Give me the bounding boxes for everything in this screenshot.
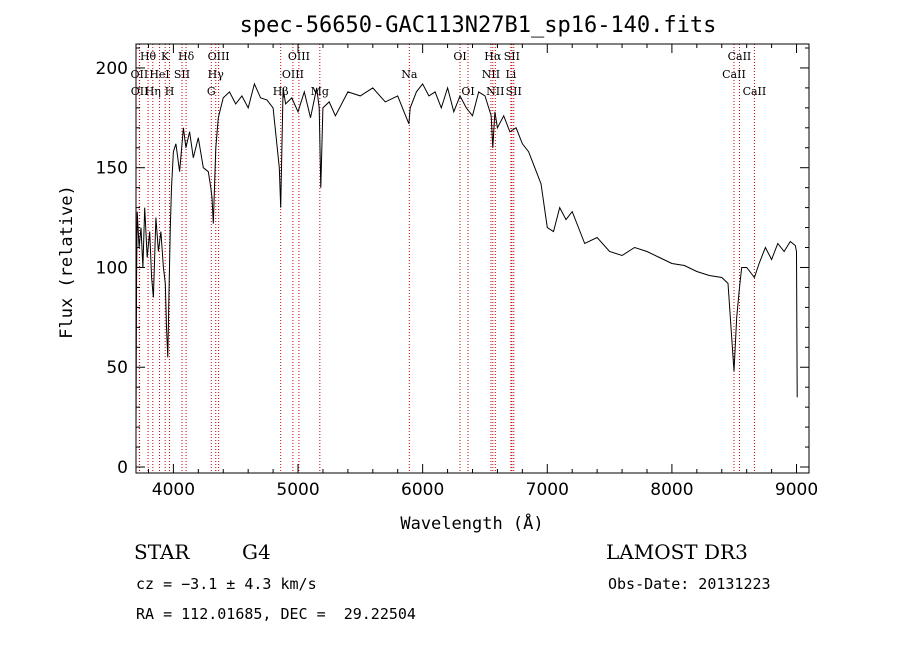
spectral-line-label: K: [161, 50, 170, 63]
spectral-line-label: SII: [504, 50, 520, 63]
x-tick-label: 9000: [775, 480, 818, 500]
observation-date: Obs-Date: 20131223: [608, 575, 771, 593]
spectral-line-label: OII: [131, 85, 149, 98]
object-class: STAR: [134, 540, 190, 564]
object-subclass: G4: [242, 540, 271, 564]
spectral-line-label: Mg: [311, 85, 329, 98]
spectral-line-label: OIII: [288, 50, 310, 63]
x-tick-label: 7000: [526, 480, 569, 500]
plot-frame: [135, 43, 810, 474]
y-axis-ticks: 0 50 100 150 200: [96, 47, 809, 478]
spectral-line-label: OI: [453, 50, 466, 63]
flux-series-line: [135, 82, 798, 428]
spectral-line-label: Li: [505, 68, 516, 81]
spectral-line-label: Na: [401, 68, 418, 81]
spectral-line-label: Hδ: [178, 50, 195, 63]
spectral-line-label: OIII: [208, 50, 230, 63]
spectral-line-label: NII: [482, 68, 500, 81]
chart-title: spec-56650-GAC113N27B1_sp16-140.fits: [240, 13, 717, 38]
spectral-lines: [138, 44, 755, 473]
x-axis-ticks: 4000 5000 6000 7000 8000 9000: [147, 44, 818, 500]
redshift-velocity: cz = −3.1 ± 4.3 km/s: [136, 575, 317, 593]
spectral-line-label: CaII: [743, 85, 767, 98]
spectral-line-label: OI: [461, 85, 474, 98]
spectral-line-label: Hβ: [273, 85, 289, 98]
spectral-line-label: HeI: [149, 68, 169, 81]
spectral-line-label: SII: [506, 85, 522, 98]
y-tick-label: 150: [96, 159, 128, 179]
spectral-line-label: H: [165, 85, 175, 98]
spectral-line-label: Hη: [145, 85, 161, 98]
y-tick-label: 50: [106, 358, 128, 378]
x-axis-label: Wavelength (Å): [400, 512, 543, 534]
spectral-line-label: Hα: [484, 50, 502, 63]
spectral-line-label: CaII: [728, 50, 752, 63]
spectral-line-label: OIII: [282, 68, 304, 81]
spectral-line-label: SII: [174, 68, 190, 81]
spectral-line-label: NII: [486, 85, 504, 98]
x-tick-label: 4000: [152, 480, 195, 500]
spectral-line-label: CaII: [722, 68, 746, 81]
y-axis-label: Flux (relative): [57, 185, 77, 339]
spectral-line-label: Hγ: [208, 68, 225, 81]
x-tick-label: 6000: [401, 480, 444, 500]
y-tick-label: 100: [96, 258, 128, 278]
sky-coordinates: RA = 112.01685, DEC = 29.22504: [136, 605, 416, 623]
spectral-line-label: Hθ: [140, 50, 157, 63]
x-tick-label: 5000: [276, 480, 319, 500]
survey-name: LAMOST DR3: [606, 540, 748, 564]
spectral-line-label: G: [207, 85, 216, 98]
spectral-line-label: OII: [131, 68, 149, 81]
x-tick-label: 8000: [650, 480, 693, 500]
y-tick-label: 200: [96, 59, 128, 79]
y-tick-label: 0: [117, 458, 128, 478]
